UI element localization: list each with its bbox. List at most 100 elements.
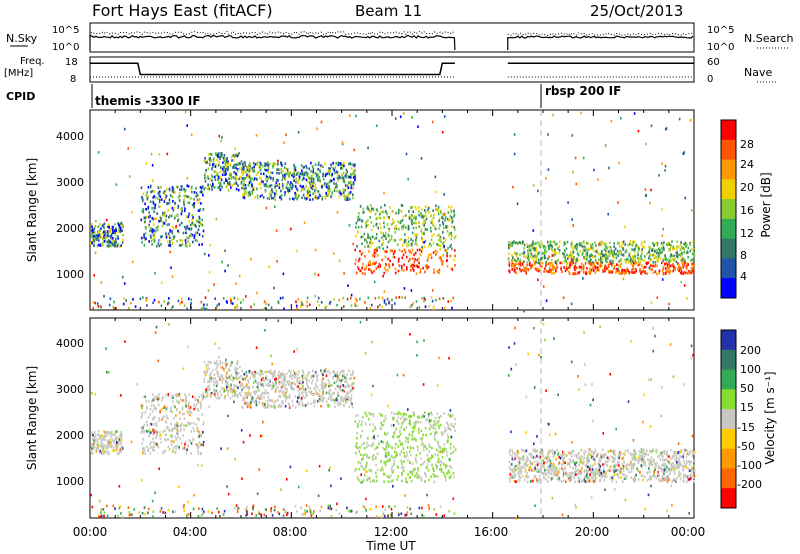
echo-point	[275, 229, 278, 232]
echo-point	[419, 437, 422, 441]
echo-point	[178, 401, 181, 405]
echo-point	[300, 399, 303, 402]
echo-point	[424, 472, 427, 475]
echo-point	[285, 394, 288, 398]
echo-point	[263, 396, 265, 399]
echo-point	[537, 278, 539, 282]
echo-point	[395, 427, 397, 431]
echo-point	[328, 167, 330, 170]
echo-point	[200, 186, 203, 190]
echo-point	[286, 396, 289, 399]
echo-point	[374, 297, 377, 300]
echo-point	[365, 238, 367, 241]
echo-point	[438, 219, 440, 223]
echo-point	[103, 234, 106, 237]
echo-point	[242, 398, 244, 402]
echo-point	[607, 263, 610, 267]
echo-point	[326, 172, 328, 176]
echo-point	[382, 274, 384, 278]
echo-point	[374, 212, 377, 216]
echo-point	[454, 235, 457, 238]
echo-point	[174, 451, 177, 455]
echo-point	[360, 435, 362, 439]
echo-point	[209, 157, 211, 160]
echo-point	[315, 174, 318, 177]
echo-point	[186, 224, 188, 228]
echo-point	[151, 400, 153, 403]
echo-point	[153, 229, 155, 232]
echo-point	[414, 457, 417, 461]
echo-point	[387, 240, 390, 244]
echo-point	[445, 249, 448, 253]
echo-point	[228, 177, 230, 180]
echo-point	[443, 226, 445, 230]
echo-point	[253, 372, 256, 376]
echo-point	[264, 406, 267, 409]
echo-point	[354, 420, 357, 423]
echo-point	[441, 263, 444, 266]
echo-point	[306, 304, 309, 308]
echo-point	[179, 424, 182, 427]
echo-point	[329, 169, 331, 172]
echo-point	[317, 196, 320, 199]
echo-point	[682, 259, 685, 263]
echo-point	[260, 186, 262, 190]
echo-point	[264, 307, 267, 310]
echo-point	[110, 433, 113, 437]
echo-point	[404, 233, 406, 236]
echo-point	[235, 166, 237, 170]
echo-point	[401, 466, 403, 470]
echo-point	[609, 241, 611, 244]
echo-point	[269, 185, 271, 188]
echo-point	[101, 447, 104, 450]
echo-point	[196, 194, 199, 197]
echo-point	[416, 233, 418, 237]
echo-point	[359, 269, 361, 273]
echo-point	[378, 222, 381, 226]
echo-point	[407, 244, 410, 247]
echo-point	[334, 171, 336, 175]
echo-point	[446, 464, 449, 468]
echo-point	[265, 169, 268, 172]
echo-point	[145, 399, 147, 403]
echo-point	[245, 186, 247, 190]
echo-point	[358, 450, 360, 454]
echo-point	[325, 370, 328, 374]
echo-point	[390, 424, 393, 427]
echo-point	[686, 262, 689, 265]
echo-point	[315, 196, 318, 200]
echo-point	[238, 380, 241, 384]
echo-point	[671, 264, 673, 267]
echo-point	[436, 243, 438, 246]
echo-point	[453, 258, 456, 262]
echo-point	[167, 301, 170, 305]
echo-point	[202, 392, 205, 396]
echo-point	[378, 239, 381, 243]
echo-point	[172, 187, 175, 191]
echo-point	[344, 398, 347, 402]
echo-point	[381, 466, 384, 470]
echo-point	[403, 460, 405, 463]
echo-point	[146, 197, 149, 201]
echo-point	[669, 259, 672, 263]
echo-point	[386, 460, 388, 463]
echo-point	[208, 153, 210, 156]
echo-point	[320, 165, 323, 169]
echo-point	[150, 152, 153, 156]
echo-point	[424, 298, 426, 301]
echo-point	[600, 243, 603, 247]
echo-point	[220, 166, 222, 169]
echo-point	[441, 433, 443, 437]
echo-point	[140, 416, 143, 419]
echo-point	[158, 200, 161, 204]
echo-point	[166, 438, 169, 441]
echo-point	[252, 186, 255, 189]
echo-point	[253, 169, 256, 173]
echo-point	[618, 272, 620, 275]
echo-point	[107, 443, 109, 446]
echo-point	[235, 182, 238, 185]
echo-point	[219, 152, 221, 155]
echo-point	[449, 442, 452, 446]
echo-point	[363, 478, 365, 482]
echo-point	[352, 370, 354, 373]
